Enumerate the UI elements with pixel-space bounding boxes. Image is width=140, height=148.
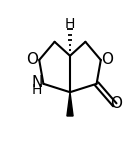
Text: H: H: [65, 17, 75, 31]
Polygon shape: [67, 92, 73, 116]
Text: O: O: [27, 53, 39, 67]
Text: H: H: [32, 83, 42, 97]
Text: N: N: [31, 75, 43, 90]
Text: O: O: [110, 96, 122, 111]
Text: O: O: [101, 53, 113, 67]
